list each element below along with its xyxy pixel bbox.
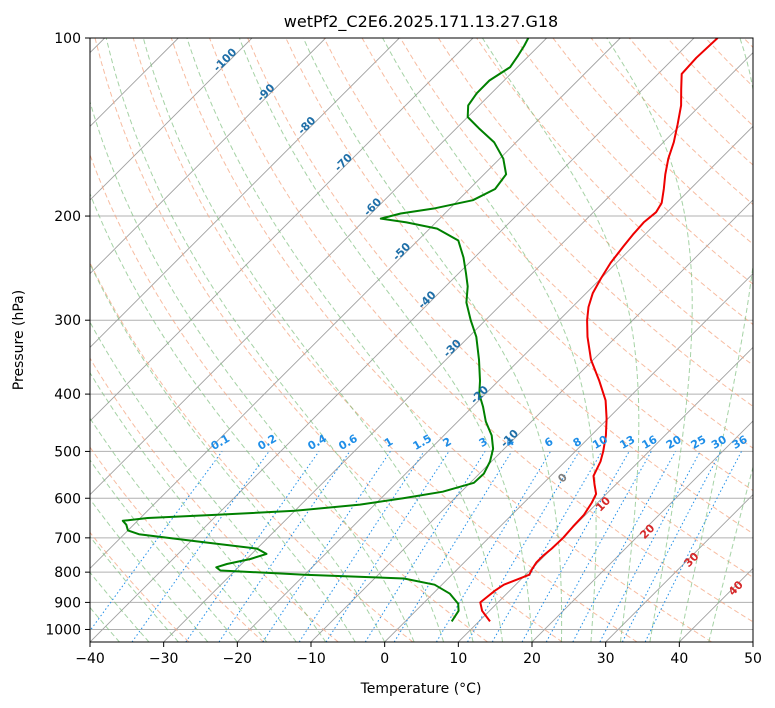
x-tick-label: −20 xyxy=(223,651,253,667)
mixing-ratio-line xyxy=(621,451,722,642)
dry-adiabat xyxy=(90,153,488,642)
dry-adiabat xyxy=(209,38,753,623)
isotherm-line xyxy=(90,38,400,348)
mixing-ratio-line xyxy=(521,451,630,642)
plot-frame xyxy=(89,37,754,643)
y-tick-label: 700 xyxy=(54,531,81,547)
moist-adiabat xyxy=(90,417,268,642)
isotherm-line xyxy=(384,273,753,642)
x-tick-label: −10 xyxy=(296,651,326,667)
y-axis-title: Pressure (hPa) xyxy=(11,290,27,390)
moist-adiabat xyxy=(90,262,356,642)
x-axis-title: Temperature (°C) xyxy=(360,681,482,697)
mixing-ratio-line xyxy=(644,451,742,642)
dewpoint-profile-line xyxy=(121,38,530,622)
moist-adiabat xyxy=(90,321,327,642)
dry-adiabat xyxy=(90,446,264,642)
moist-adiabat xyxy=(105,38,445,642)
dry-adiabat xyxy=(514,38,753,285)
moist-adiabat xyxy=(302,38,563,642)
dry-adiabat xyxy=(90,261,414,642)
mixing-ratio-line xyxy=(218,451,351,642)
x-tick-label: 50 xyxy=(744,651,762,667)
mixing-ratio-line xyxy=(90,451,223,632)
moist-adiabat xyxy=(90,192,386,642)
x-tick-label: −30 xyxy=(149,651,179,667)
isotherm-line xyxy=(90,38,547,496)
dry-adiabat xyxy=(437,38,753,366)
mixing-ratio-line xyxy=(298,451,425,642)
mixing-ratio-line xyxy=(325,451,450,642)
isotherm-line xyxy=(90,38,326,275)
moist-adiabat xyxy=(481,38,640,642)
dry-adiabat xyxy=(94,38,563,642)
axis-ticks: −40 −30 −20 −10 0 10 20 30 40 50 100 200 300 400 500 60… xyxy=(45,31,762,667)
moist-adiabat xyxy=(678,38,753,642)
isotherm-line xyxy=(605,494,753,642)
chart-title: wetPf2_C2E6.2025.171.13.27.G18 xyxy=(284,12,558,32)
moist-adiabat xyxy=(142,38,474,642)
dry-adiabat xyxy=(90,357,339,642)
y-tick-label: 100 xyxy=(54,31,81,47)
dry-adiabat xyxy=(90,531,190,642)
isotherm-line xyxy=(163,52,753,642)
x-tick-label: −40 xyxy=(75,651,105,667)
mixing-ratio-line xyxy=(262,451,391,642)
mixing-ratio-line xyxy=(185,451,320,642)
isotherm-line xyxy=(237,125,753,642)
y-tick-label: 200 xyxy=(54,209,81,225)
moist-adiabat xyxy=(606,38,693,642)
y-tick-label: 600 xyxy=(54,491,81,507)
isotherm-line xyxy=(90,38,253,201)
dry-adiabat xyxy=(170,38,712,642)
y-tick-label: 900 xyxy=(54,595,81,611)
mixing-ratio-line xyxy=(572,451,676,642)
x-tick-label: 20 xyxy=(523,651,541,667)
y-tick-label: 800 xyxy=(54,565,81,581)
x-tick-label: 10 xyxy=(449,651,467,667)
y-tick-label: 500 xyxy=(54,444,81,460)
mixing-ratio-line xyxy=(545,451,652,642)
moist-adiabat xyxy=(238,38,533,642)
dry-adiabat xyxy=(132,38,638,642)
y-tick-label: 400 xyxy=(54,387,81,403)
isotherm-line xyxy=(90,38,474,422)
dry-adiabat xyxy=(247,38,753,578)
x-tick-label: 30 xyxy=(597,651,615,667)
mixing-ratio-line xyxy=(393,451,513,642)
moist-adiabat xyxy=(708,465,753,642)
dry-adiabat xyxy=(323,38,753,492)
y-tick-label: 300 xyxy=(54,313,81,329)
x-tick-label: 40 xyxy=(670,651,688,667)
x-tick-label: 0 xyxy=(380,651,389,667)
moist-adiabat xyxy=(90,459,238,642)
temperature-profile-line xyxy=(479,38,719,622)
mixing-ratio-line xyxy=(131,451,270,642)
isotherm-line xyxy=(90,38,621,569)
profile-lines xyxy=(121,38,719,622)
isotherm-line xyxy=(531,420,753,642)
y-tick-label: 1000 xyxy=(45,622,81,638)
